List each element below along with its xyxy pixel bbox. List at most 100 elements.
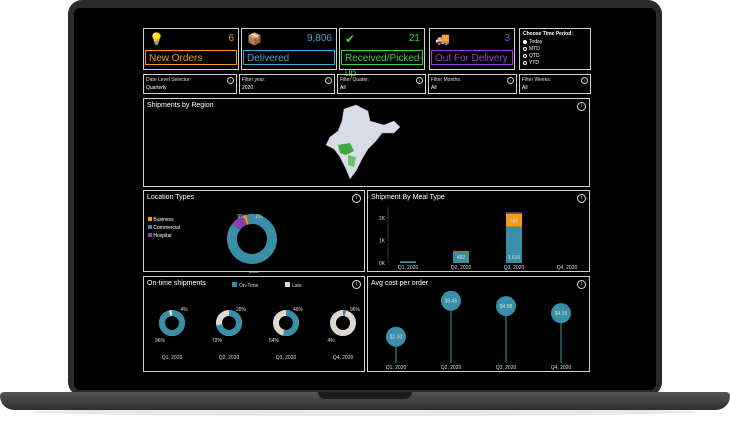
- panel-title: Location Types: [147, 194, 194, 201]
- donut-ontime-slice: [159, 310, 185, 336]
- map-region-shape: [325, 104, 401, 180]
- legend-swatch: [148, 217, 152, 221]
- value-label: $4.36: [555, 311, 568, 317]
- filter-date-level[interactable]: Date Level Selector: Quarterly i: [143, 74, 237, 94]
- bar-segment: [453, 252, 469, 263]
- panel-title: On-time shipments: [147, 280, 206, 287]
- info-icon[interactable]: i: [416, 77, 423, 84]
- panel-title: Shipment By Meal Type: [371, 194, 445, 201]
- kpi-value: 9,806: [306, 33, 332, 44]
- radio-ytd[interactable]: YTD: [523, 59, 587, 66]
- filter-quarter[interactable]: Filter Quater: All i: [337, 74, 426, 94]
- radio-button[interactable]: [523, 60, 527, 65]
- info-icon[interactable]: i: [577, 280, 586, 289]
- y-tick-label: 0K: [379, 261, 386, 267]
- info-icon[interactable]: i: [577, 194, 586, 203]
- filter-title: Filter Quater:: [340, 77, 370, 83]
- lollipop-head: [496, 296, 516, 317]
- filter-value: 2020: [242, 85, 254, 91]
- meal-bar-chart: 2K 1K 0K Q1, 2020 Q2, 2020 482 Q3, 2020 1,615 58…: [379, 207, 578, 271]
- bar-segment: [506, 213, 522, 227]
- x-tick-label: Q1, 2020: [398, 265, 419, 271]
- lollipop-head: [551, 303, 571, 324]
- time-period-title: Choose Time Period:: [523, 31, 573, 37]
- x-tick-label: Q2, 2020: [451, 265, 472, 271]
- info-icon[interactable]: i: [577, 102, 586, 111]
- kpi-label: New Orders: [145, 50, 237, 65]
- radio-button[interactable]: [523, 53, 527, 58]
- info-icon[interactable]: i: [352, 280, 361, 289]
- legend-label: Hospital: [153, 233, 172, 239]
- filter-months[interactable]: Filter Months: All i: [428, 74, 517, 94]
- donut-late-ring: [330, 310, 356, 336]
- package-icon: 📦: [247, 32, 262, 46]
- radio-label: Today: [529, 38, 543, 45]
- bar-segment: [400, 261, 416, 263]
- lollipop-head: [386, 326, 406, 347]
- info-icon[interactable]: i: [581, 77, 588, 84]
- filter-value: All: [340, 85, 346, 91]
- bar-segment: [506, 212, 522, 214]
- panel-title: Avg cost per order: [371, 280, 429, 287]
- radio-button[interactable]: [523, 39, 527, 44]
- ontime-label: 54%: [269, 338, 280, 344]
- filter-value: All: [431, 85, 437, 91]
- donut-slice: [232, 215, 248, 231]
- kpi-delivered[interactable]: 📦 9,806 Delivered: [241, 28, 337, 70]
- donut-ontime-slice: [282, 310, 299, 336]
- kpi-value: 21: [408, 33, 420, 44]
- radio-qtd[interactable]: QTD: [523, 52, 587, 59]
- lightbulb-icon: 💡: [149, 32, 164, 46]
- radio-mtd[interactable]: MTD: [523, 45, 587, 52]
- filter-value: All: [522, 85, 528, 91]
- info-icon[interactable]: i: [507, 77, 514, 84]
- kpi-out-for-delivery[interactable]: 🚚 3 Out For Delivery: [429, 28, 515, 70]
- filter-value: Quarterly: [146, 85, 167, 91]
- filter-weeks[interactable]: Filter Weeks: All i: [519, 74, 591, 94]
- avgcost-panel: Avg cost per order i $2.30 Q1, 2020 $5.45 Q…: [367, 276, 590, 372]
- kpi-received[interactable]: ✔ 21 Received/Picked-up: [339, 28, 425, 79]
- avgcost-lollipop-chart: $2.30 Q1, 2020 $5.45 Q2, 2020 $4.98 Q3, 2020 $…: [386, 290, 572, 371]
- filter-title: Filter year:: [242, 77, 266, 83]
- x-tick-label: Q1, 2020: [162, 355, 183, 361]
- x-tick-label: Q3, 2020: [276, 355, 297, 361]
- ontime-label: 96%: [155, 338, 166, 344]
- dashboard-screen: 💡 6 New Orders 📦 9,806 Delivered ✔ 21 Re…: [74, 8, 656, 390]
- x-tick-label: Q2, 2020: [219, 355, 240, 361]
- legend-label: Late: [292, 283, 302, 289]
- info-icon[interactable]: i: [325, 77, 332, 84]
- kpi-new-orders[interactable]: 💡 6 New Orders: [143, 28, 239, 70]
- x-tick-label: Q4, 2020: [557, 265, 578, 271]
- late-label: 4%: [180, 307, 188, 313]
- info-icon[interactable]: i: [227, 77, 234, 84]
- filter-title: Date Level Selector:: [146, 77, 192, 83]
- meal-panel: Shipment By Meal Type i 2K 1K 0K Q1, 2020 Q2…: [367, 190, 590, 272]
- radio-label: QTD: [529, 52, 540, 59]
- region-panel: Shipments by Region i: [143, 98, 590, 187]
- panel-title: Shipments by Region: [147, 102, 214, 109]
- check-icon: ✔: [345, 32, 356, 46]
- y-tick-label: 2K: [379, 216, 386, 222]
- ontime-label: 4%: [327, 338, 335, 344]
- lollipop-head: [441, 290, 461, 311]
- radio-today[interactable]: Today: [523, 38, 587, 45]
- filter-title: Filter Weeks:: [522, 77, 552, 83]
- location-legend: Business Commercial Hospital: [148, 217, 180, 241]
- map-highlight-region: [338, 143, 354, 155]
- value-label: $2.30: [390, 335, 403, 341]
- bar-segment: [506, 226, 522, 263]
- bar-segment: [453, 251, 469, 253]
- filter-year[interactable]: Filter year: 2020 i: [239, 74, 335, 94]
- donut-ontime-slice: [216, 310, 242, 336]
- legend-swatch: [285, 282, 290, 287]
- map-highlight-region-2: [348, 155, 356, 167]
- radio-button[interactable]: [523, 46, 527, 51]
- bar-segment: [400, 262, 416, 263]
- kpi-label: Received/Picked-up: [341, 50, 423, 79]
- kpi-label: Delivered: [243, 50, 335, 65]
- info-icon[interactable]: i: [352, 194, 361, 203]
- india-map[interactable]: [144, 99, 591, 188]
- legend-swatch: [232, 282, 237, 287]
- truck-icon: 🚚: [435, 32, 450, 46]
- laptop-notch: [318, 392, 412, 399]
